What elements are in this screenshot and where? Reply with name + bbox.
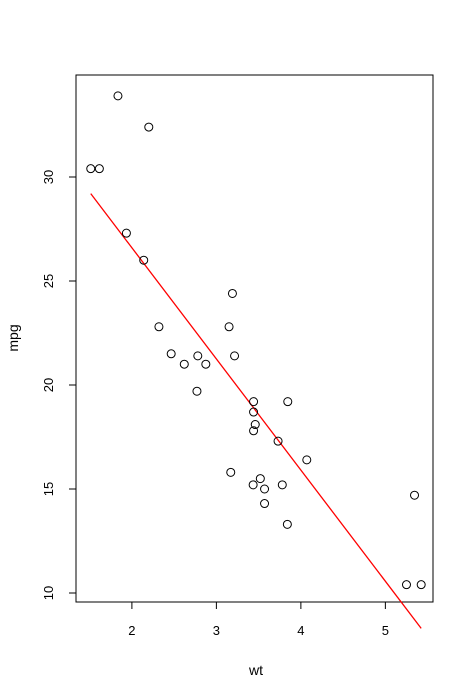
data-point <box>282 519 292 529</box>
data-point <box>249 397 259 407</box>
data-point <box>401 580 411 590</box>
data-point <box>201 359 211 369</box>
data-point <box>227 288 237 298</box>
y-tick-label: 10 <box>41 586 56 600</box>
data-point <box>230 351 240 361</box>
data-point <box>179 359 189 369</box>
data-point <box>154 322 164 332</box>
y-axis-label: mpg <box>5 324 21 351</box>
x-tick-label: 2 <box>128 623 135 638</box>
data-point <box>193 351 203 361</box>
y-tick-label: 15 <box>41 482 56 496</box>
data-point <box>166 349 176 359</box>
data-points <box>86 91 426 590</box>
data-point <box>224 322 234 332</box>
y-tick-label: 20 <box>41 378 56 392</box>
data-point <box>139 255 149 265</box>
data-point <box>302 455 312 465</box>
data-point <box>416 580 426 590</box>
data-point <box>113 91 123 101</box>
data-point <box>226 467 236 477</box>
data-point <box>273 436 283 446</box>
x-tick-label: 3 <box>213 623 220 638</box>
data-point <box>94 164 104 174</box>
data-point <box>86 164 96 174</box>
data-point <box>250 420 260 430</box>
data-point <box>192 386 202 396</box>
regression-line <box>90 193 422 629</box>
data-point <box>277 480 287 490</box>
y-tick-label: 25 <box>41 274 56 288</box>
y-tick-label: 30 <box>41 170 56 184</box>
data-point <box>260 499 270 509</box>
data-point <box>248 480 258 490</box>
data-point <box>260 484 270 494</box>
data-point <box>249 426 259 436</box>
x-axis-label: wt <box>248 662 263 678</box>
data-point <box>410 490 420 500</box>
x-axis: 2 3 4 5 <box>128 602 389 638</box>
x-tick-label: 5 <box>382 623 389 638</box>
data-point <box>249 407 259 417</box>
plot-frame <box>75 74 434 603</box>
data-point <box>121 228 131 238</box>
data-point <box>283 397 293 407</box>
y-axis: 10 15 20 25 30 <box>41 170 76 600</box>
data-point <box>144 122 154 132</box>
x-tick-label: 4 <box>297 623 304 638</box>
data-point <box>255 474 265 484</box>
